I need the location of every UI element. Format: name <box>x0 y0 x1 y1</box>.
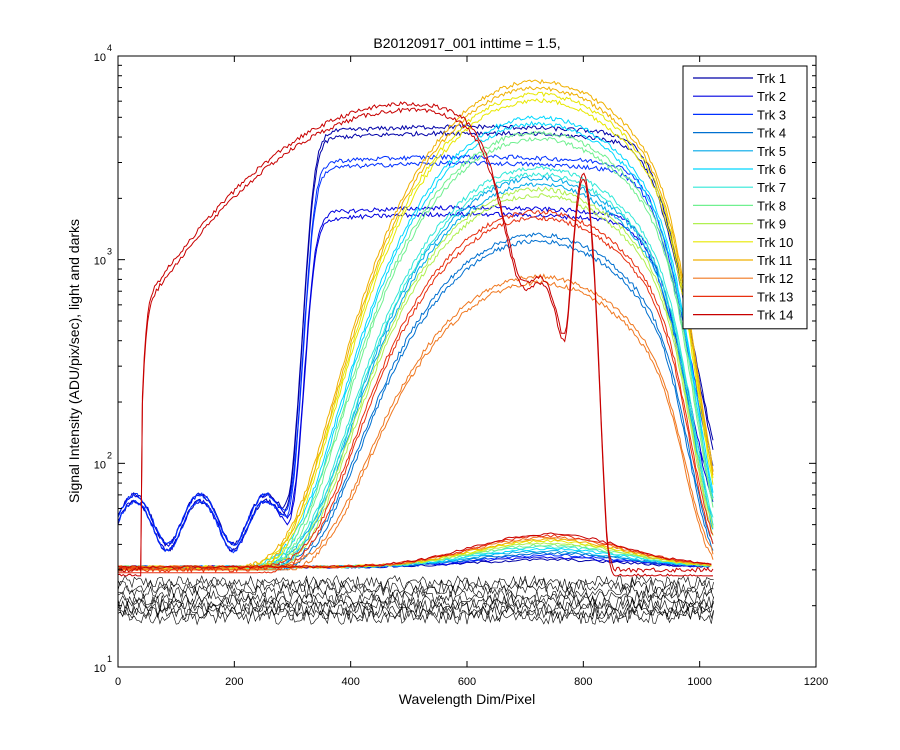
series-dark-line-14 <box>117 532 712 569</box>
x-axis-label: Wavelength Dim/Pixel <box>399 691 535 707</box>
legend-label-6: Trk 6 <box>757 162 786 177</box>
dark-noise-traces <box>117 575 714 626</box>
y-tick-label: 10 <box>94 663 106 675</box>
x-tick-label: 1000 <box>687 676 711 688</box>
x-tick-label: 200 <box>225 676 243 688</box>
legend-label-9: Trk 9 <box>757 217 786 232</box>
series-line-14 <box>117 101 714 573</box>
series-line-2 <box>117 210 714 553</box>
y-axis-label: Signal Intensity (ADU/pix/sec), light an… <box>66 219 82 503</box>
series-line-14 <box>117 107 714 577</box>
x-axis: 0 200 400 600 800 1000 1200 <box>115 56 828 688</box>
y-tick-exponent: 2 <box>107 450 112 460</box>
legend-label-5: Trk 5 <box>757 144 786 159</box>
dark-trace <box>117 597 714 615</box>
dark-trace <box>117 601 714 618</box>
y-tick-exponent: 4 <box>107 43 112 53</box>
dark-trace <box>117 584 714 600</box>
legend-label-4: Trk 4 <box>757 126 786 141</box>
legend-label-3: Trk 3 <box>757 107 786 122</box>
legend-label-11: Trk 11 <box>757 253 792 268</box>
dark-trace <box>117 609 714 626</box>
series-line-13 <box>117 209 714 574</box>
dark-trace <box>117 589 714 606</box>
legend-label-13: Trk 13 <box>757 289 793 304</box>
legend: Trk 1 Trk 2 Trk 3 Trk 4 Trk 5 Trk 6 Trk 7 Trk 8… <box>682 65 808 330</box>
series-line-3 <box>117 153 714 546</box>
legend-label-10: Trk 10 <box>757 235 793 250</box>
x-tick-label: 800 <box>574 676 592 688</box>
legend-label-2: Trk 2 <box>757 89 786 104</box>
legend-label-14: Trk 14 <box>757 308 793 323</box>
series-line-13 <box>118 215 714 574</box>
legend-label-8: Trk 8 <box>757 198 786 213</box>
x-tick-label: 1200 <box>804 676 828 688</box>
series-dark-line-13 <box>117 533 712 569</box>
y-tick-label: 10 <box>94 459 106 471</box>
x-tick-label: 0 <box>115 676 121 688</box>
legend-box <box>682 65 808 330</box>
dark-trace <box>117 605 714 622</box>
x-tick-label: 400 <box>341 676 359 688</box>
series-lines <box>117 78 714 577</box>
y-tick-exponent: 1 <box>107 654 112 664</box>
legend-label-7: Trk 7 <box>757 180 786 195</box>
legend-label-12: Trk 12 <box>757 271 793 286</box>
y-tick-label: 10 <box>94 256 106 268</box>
dark-trace <box>117 594 714 610</box>
x-tick-label: 600 <box>458 676 476 688</box>
y-tick-exponent: 3 <box>107 247 112 257</box>
chart-title: B20120917_001 inttime = 1.5, <box>373 35 560 51</box>
legend-label-1: Trk 1 <box>757 71 786 86</box>
y-tick-label: 10 <box>94 52 106 64</box>
